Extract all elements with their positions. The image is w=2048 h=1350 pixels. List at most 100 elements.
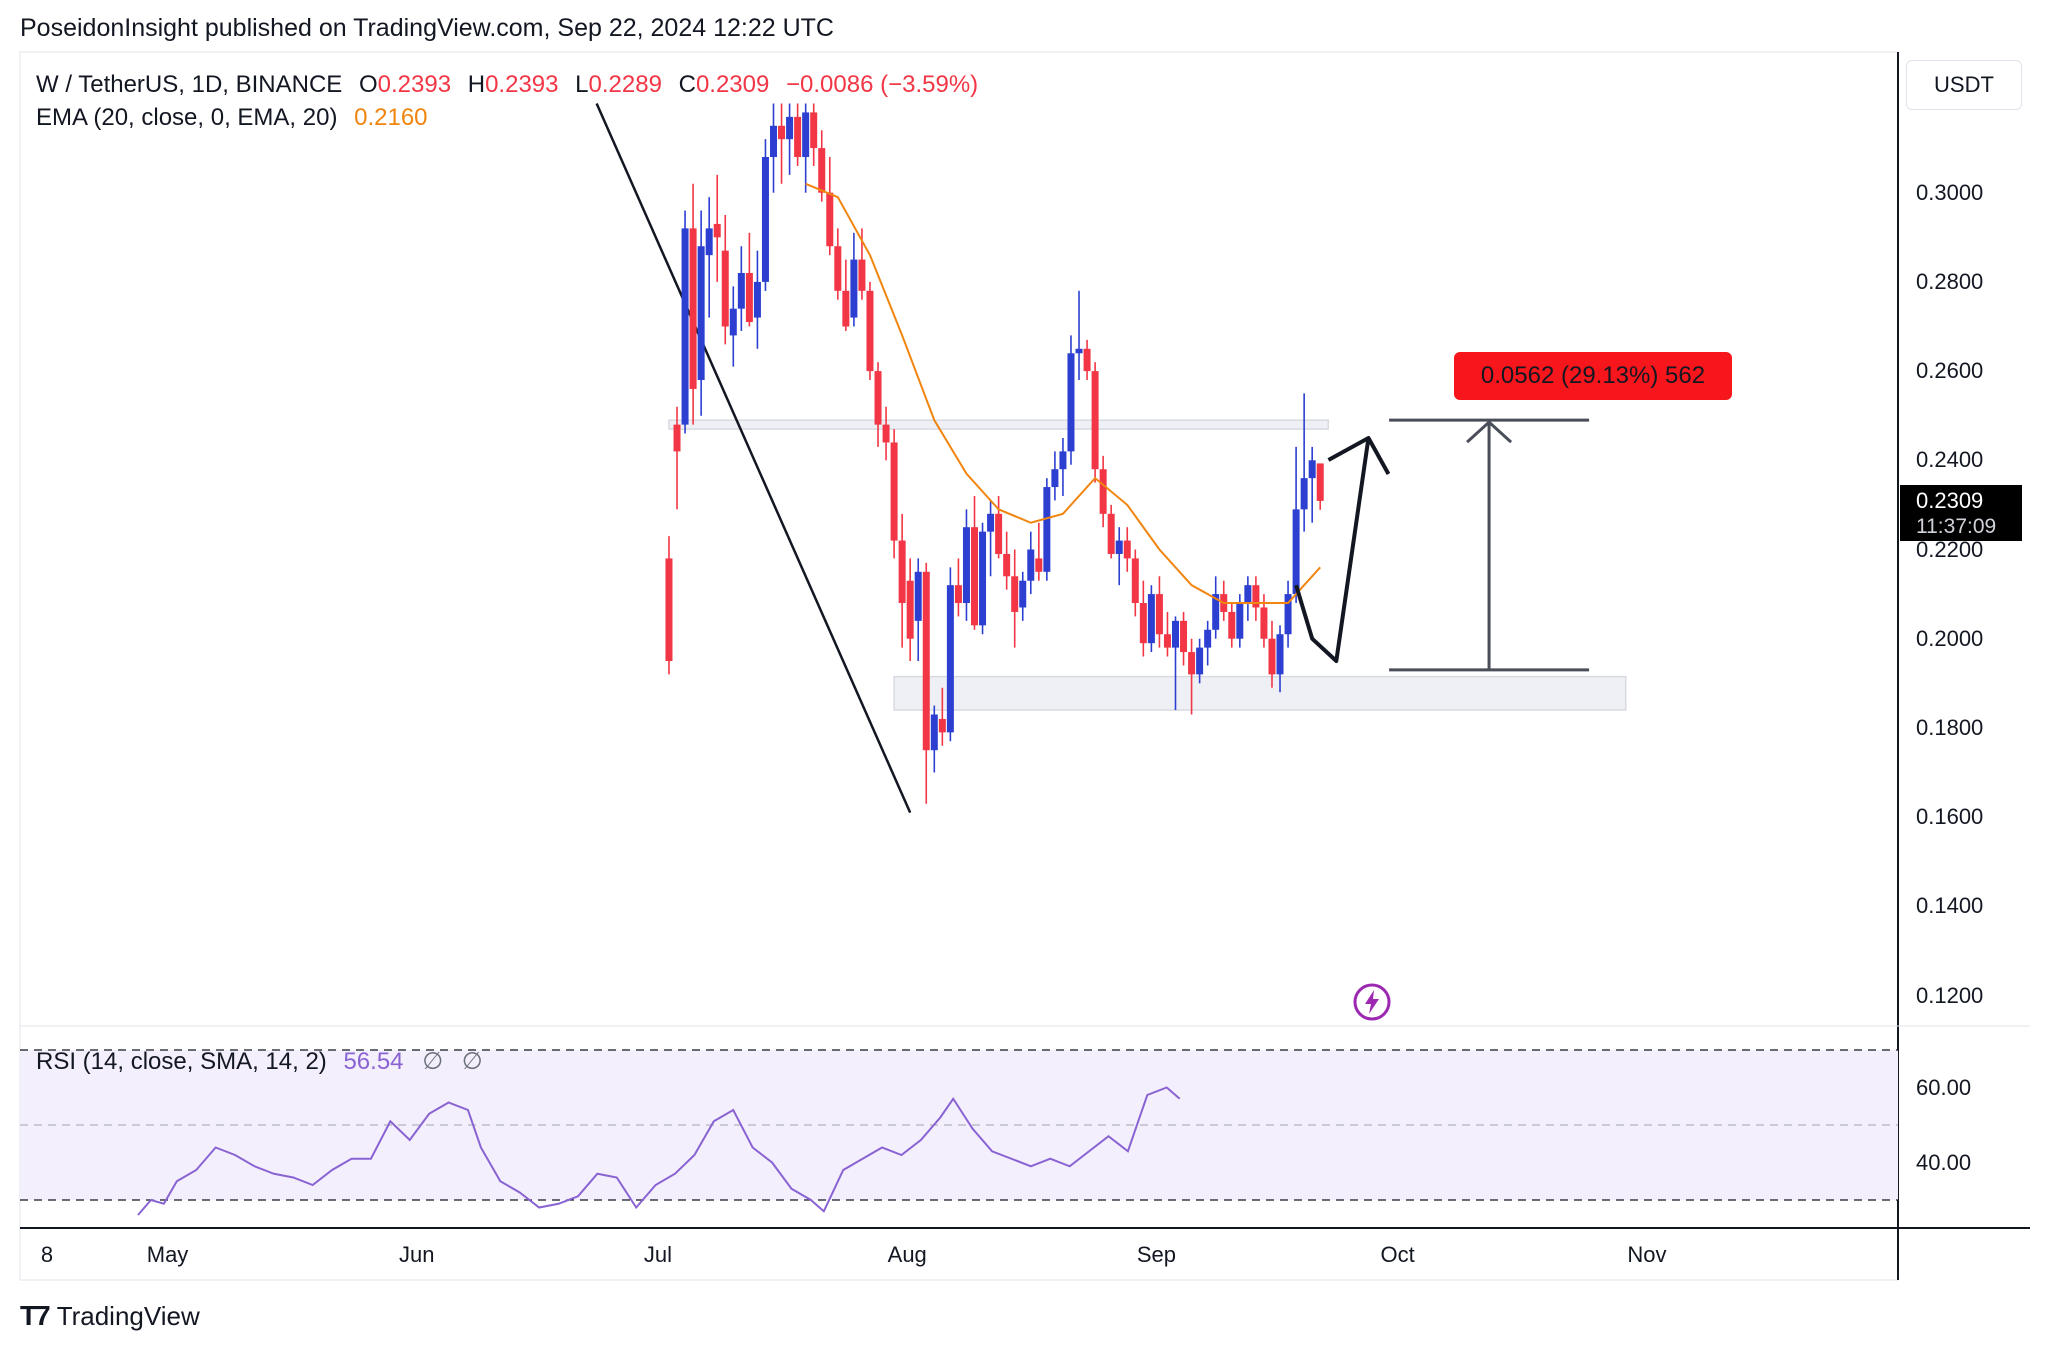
candle-8 xyxy=(729,286,737,367)
candle-28 xyxy=(890,429,898,559)
candle-body xyxy=(1244,585,1252,604)
open-label: O xyxy=(358,71,378,98)
ema-value: 0.2160 xyxy=(354,104,428,131)
candle-body xyxy=(1147,594,1155,644)
candle-76 xyxy=(1276,625,1284,693)
low-value: 0.2289 xyxy=(588,71,662,98)
candle-body xyxy=(1212,594,1220,630)
candle-body xyxy=(1268,638,1276,675)
candle-53 xyxy=(1091,362,1099,483)
candle-31 xyxy=(914,558,922,661)
candle-26 xyxy=(874,362,882,447)
candle-73 xyxy=(1252,576,1260,621)
currency-button[interactable]: USDT xyxy=(1906,60,2022,110)
candle-18 xyxy=(810,103,818,166)
candle-29 xyxy=(898,513,906,648)
candle-body xyxy=(705,228,713,256)
candle-21 xyxy=(834,228,842,300)
candle-body xyxy=(681,228,689,425)
candle-body xyxy=(729,308,737,336)
candle-16 xyxy=(794,103,802,166)
low-label: L xyxy=(575,71,589,98)
candle-body xyxy=(1035,558,1043,572)
price-tick: 0.1400 xyxy=(1916,893,1984,919)
candle-body xyxy=(778,125,786,140)
ema-label: EMA (20, close, 0, EMA, 20) xyxy=(36,104,338,131)
candle-body xyxy=(938,718,946,733)
candle-body xyxy=(1011,576,1019,612)
candle-body xyxy=(665,558,673,661)
candle-body xyxy=(1228,611,1236,639)
candle-body xyxy=(689,228,697,389)
candle-body xyxy=(713,223,721,238)
price-tick: 0.2800 xyxy=(1916,268,1984,294)
rsi-label: RSI (14, close, SMA, 14, 2) xyxy=(36,1048,327,1075)
candle-body xyxy=(858,259,866,291)
candle-9 xyxy=(737,246,745,331)
candle-body xyxy=(1276,634,1284,675)
candle-body xyxy=(1083,348,1091,372)
candle-48 xyxy=(1051,451,1059,501)
symbol-label: W / TetherUS, 1D, BINANCE xyxy=(36,71,343,98)
candle-body xyxy=(850,259,858,318)
publisher-caption: PoseidonInsight published on TradingView… xyxy=(20,14,834,42)
candle-42 xyxy=(1003,531,1011,590)
candle-body xyxy=(1300,478,1308,510)
candle-15 xyxy=(786,103,794,175)
candle-body xyxy=(874,371,882,425)
zones-group xyxy=(668,419,1627,711)
candle-23 xyxy=(850,232,858,327)
candle-body xyxy=(1196,647,1204,675)
candle-body xyxy=(1075,348,1083,354)
candle-12 xyxy=(761,139,769,291)
candle-body xyxy=(697,246,705,381)
candle-body xyxy=(1051,469,1059,488)
time-tick: Aug xyxy=(887,1242,927,1267)
candle-70 xyxy=(1228,603,1236,648)
candle-79 xyxy=(1300,393,1308,532)
lightning-icon[interactable] xyxy=(1352,982,1392,1022)
rsi-tick: 40.00 xyxy=(1916,1149,1972,1175)
rsi-value: 56.54 xyxy=(343,1048,404,1075)
measure-label: 0.0562 (29.13%) 562 xyxy=(1454,352,1732,400)
candle-33 xyxy=(930,705,938,773)
candle-66 xyxy=(1196,638,1204,684)
symbol-legend: W / TetherUS, 1D, BINANCE O0.2393 H0.239… xyxy=(36,71,978,99)
candle-34 xyxy=(938,687,946,746)
candle-body xyxy=(761,157,769,282)
candle-4 xyxy=(697,210,705,416)
projection-arrowhead xyxy=(1327,436,1391,475)
candle-body xyxy=(1059,451,1067,470)
candle-36 xyxy=(954,558,962,617)
zone-1 xyxy=(668,419,1330,430)
candle-7 xyxy=(721,215,729,345)
close-label: C xyxy=(678,71,696,98)
candle-11 xyxy=(753,250,761,349)
rsi-null-2: ∅ xyxy=(461,1048,483,1075)
candle-body xyxy=(1019,580,1027,608)
price-tick: 0.2200 xyxy=(1916,536,1984,562)
candle-49 xyxy=(1059,438,1067,496)
candle-43 xyxy=(1011,549,1019,648)
last-price: 0.2309 xyxy=(1916,488,1984,513)
time-tick: May xyxy=(146,1242,189,1267)
candle-body xyxy=(1252,585,1260,608)
candle-22 xyxy=(842,259,850,331)
rsi-legend: RSI (14, close, SMA, 14, 2) 56.54 ∅ ∅ xyxy=(36,1047,483,1076)
candle-30 xyxy=(906,558,914,661)
candle-body xyxy=(866,290,874,372)
ema-legend: EMA (20, close, 0, EMA, 20) 0.2160 xyxy=(36,104,428,132)
candle-46 xyxy=(1035,522,1043,581)
candle-81 xyxy=(1316,463,1324,510)
candle-body xyxy=(1204,629,1212,648)
candle-body xyxy=(1236,603,1244,639)
candle-body xyxy=(987,513,995,532)
candle-body xyxy=(882,424,890,443)
candle-2 xyxy=(681,210,689,434)
candle-65 xyxy=(1188,638,1196,715)
candle-54 xyxy=(1099,455,1107,528)
tradingview-brand[interactable]: T7 TradingView xyxy=(20,1300,200,1332)
candle-body xyxy=(922,571,930,751)
candle-57 xyxy=(1123,527,1131,572)
candle-body xyxy=(906,580,914,639)
